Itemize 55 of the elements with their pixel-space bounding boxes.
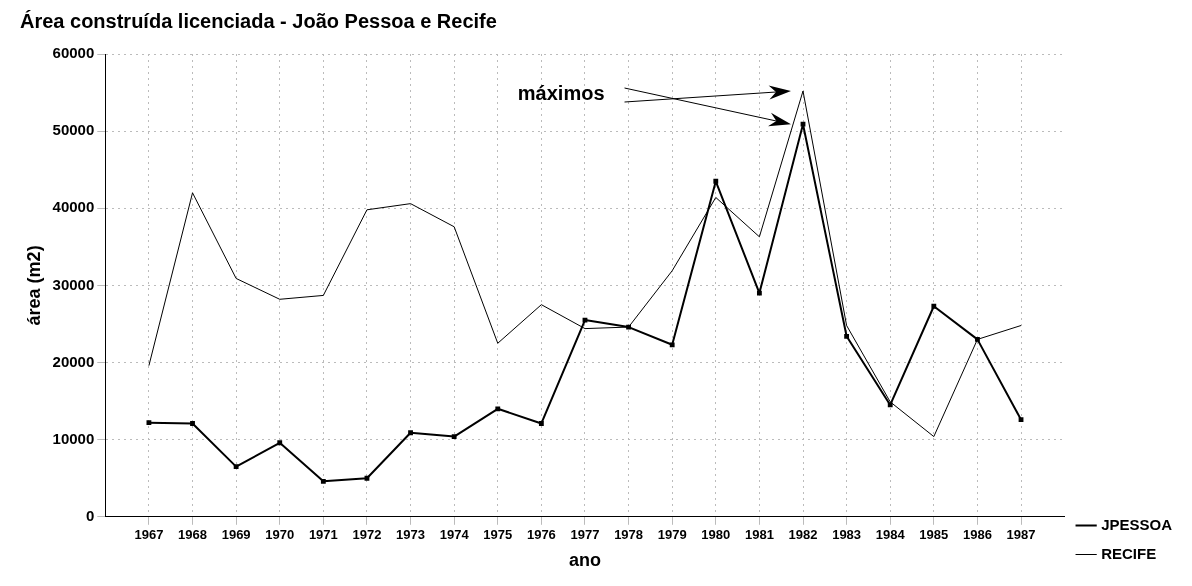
x-tick-label: 1985 bbox=[919, 527, 949, 543]
x-tick-label: 1967 bbox=[134, 527, 164, 543]
point bbox=[975, 336, 980, 342]
x-tick-label: 1980 bbox=[701, 527, 731, 543]
x-tick-label: 1979 bbox=[657, 527, 687, 543]
point bbox=[1018, 417, 1024, 423]
y-tick-label: 30000 bbox=[52, 275, 95, 293]
x-tick-label: 1975 bbox=[483, 527, 513, 543]
point bbox=[713, 178, 719, 184]
point bbox=[320, 478, 326, 484]
x-tick-label: 1986 bbox=[962, 527, 992, 543]
x-tick-label: 1974 bbox=[439, 527, 470, 543]
y-tick-label: 40000 bbox=[52, 198, 95, 216]
point bbox=[931, 303, 937, 309]
point bbox=[364, 475, 370, 481]
point bbox=[626, 324, 631, 330]
point bbox=[756, 290, 762, 296]
x-tick-label: 1971 bbox=[308, 527, 338, 543]
x-tick-label: 1970 bbox=[265, 527, 295, 543]
point bbox=[495, 406, 501, 412]
y-tick-label: 50000 bbox=[52, 121, 95, 139]
x-tick-label: 1987 bbox=[1006, 527, 1036, 543]
x-tick-label: 1983 bbox=[832, 527, 862, 543]
point bbox=[844, 333, 850, 339]
y-tick-label: 20000 bbox=[52, 352, 95, 370]
x-tick-label: 1977 bbox=[570, 527, 600, 543]
x-tick-label: 1981 bbox=[744, 527, 774, 543]
chart-title: Área construída licenciada - João Pessoa e Recife bbox=[20, 9, 497, 32]
x-axis-title: ano bbox=[568, 550, 601, 571]
point bbox=[669, 342, 675, 348]
x-tick-label: 1984 bbox=[875, 527, 906, 543]
point bbox=[800, 121, 806, 127]
x-tick-label: 1973 bbox=[396, 527, 426, 543]
legend-label: JPESSOA bbox=[1101, 515, 1173, 533]
point bbox=[582, 317, 588, 323]
y-tick-label: 10000 bbox=[52, 429, 95, 447]
point bbox=[538, 421, 544, 426]
y-tick-label: 0 bbox=[85, 506, 95, 524]
x-tick-label: 1982 bbox=[788, 527, 818, 543]
point bbox=[408, 430, 413, 436]
x-tick-label: 1968 bbox=[178, 527, 207, 543]
point bbox=[451, 434, 457, 439]
x-tick-label: 1976 bbox=[526, 527, 556, 543]
point bbox=[277, 440, 283, 446]
y-axis-title: área (m2) bbox=[23, 245, 44, 326]
x-tick-label: 1972 bbox=[352, 527, 382, 543]
x-tick-label: 1978 bbox=[614, 527, 644, 543]
annotation: máximos bbox=[517, 81, 605, 104]
point bbox=[146, 420, 152, 426]
y-tick-label: 60000 bbox=[52, 44, 95, 62]
point bbox=[887, 402, 893, 408]
point bbox=[233, 464, 239, 470]
point bbox=[190, 421, 195, 426]
legend-label: RECIFE bbox=[1101, 544, 1157, 562]
x-tick-label: 1969 bbox=[221, 527, 251, 543]
